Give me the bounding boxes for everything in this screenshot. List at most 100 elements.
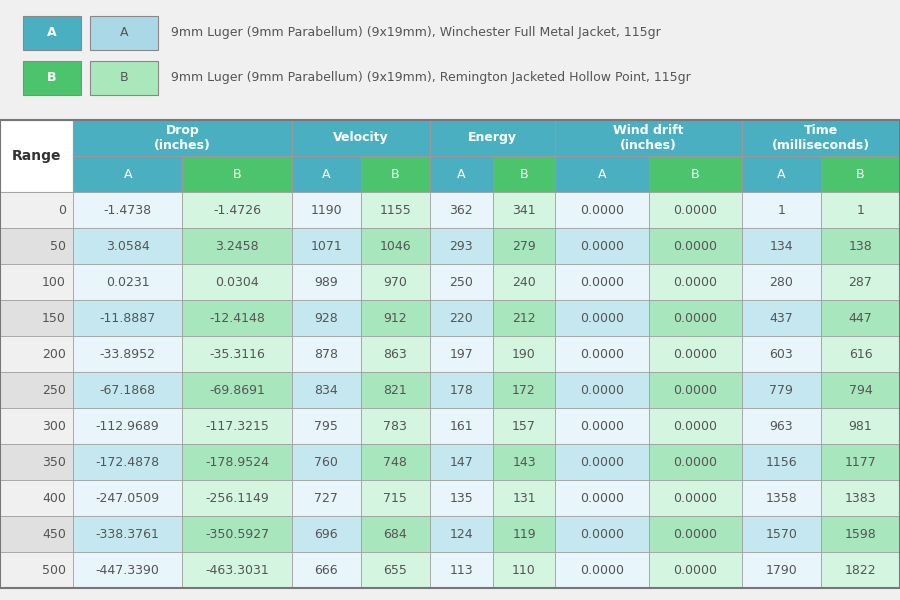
Text: 437: 437 <box>770 311 793 325</box>
FancyBboxPatch shape <box>649 264 742 300</box>
FancyBboxPatch shape <box>183 336 292 372</box>
FancyBboxPatch shape <box>492 264 555 300</box>
Text: 655: 655 <box>383 563 407 577</box>
Text: 150: 150 <box>42 311 66 325</box>
FancyBboxPatch shape <box>742 264 821 300</box>
FancyBboxPatch shape <box>73 192 183 228</box>
Text: A: A <box>322 167 330 181</box>
Text: B: B <box>391 167 400 181</box>
FancyBboxPatch shape <box>73 120 292 156</box>
FancyBboxPatch shape <box>73 156 183 192</box>
FancyBboxPatch shape <box>555 192 649 228</box>
FancyBboxPatch shape <box>821 480 900 516</box>
FancyBboxPatch shape <box>292 480 361 516</box>
FancyBboxPatch shape <box>555 516 649 552</box>
Text: 0.0000: 0.0000 <box>580 419 624 433</box>
FancyBboxPatch shape <box>649 444 742 480</box>
FancyBboxPatch shape <box>73 372 183 408</box>
FancyBboxPatch shape <box>492 444 555 480</box>
Text: 863: 863 <box>383 347 407 361</box>
Text: 138: 138 <box>849 239 872 253</box>
FancyBboxPatch shape <box>292 264 361 300</box>
Text: 1046: 1046 <box>380 239 411 253</box>
Text: 0.0000: 0.0000 <box>673 527 717 541</box>
FancyBboxPatch shape <box>292 120 429 156</box>
FancyBboxPatch shape <box>361 228 429 264</box>
FancyBboxPatch shape <box>429 156 492 192</box>
FancyBboxPatch shape <box>492 372 555 408</box>
Text: 715: 715 <box>383 491 407 505</box>
Text: A: A <box>457 167 465 181</box>
FancyBboxPatch shape <box>361 408 429 444</box>
FancyBboxPatch shape <box>555 228 649 264</box>
FancyBboxPatch shape <box>821 372 900 408</box>
FancyBboxPatch shape <box>649 516 742 552</box>
FancyBboxPatch shape <box>73 480 183 516</box>
Text: -463.3031: -463.3031 <box>205 563 269 577</box>
FancyBboxPatch shape <box>429 120 555 156</box>
FancyBboxPatch shape <box>429 444 492 480</box>
FancyBboxPatch shape <box>361 264 429 300</box>
Text: B: B <box>120 71 128 84</box>
Text: 1177: 1177 <box>844 455 877 469</box>
FancyBboxPatch shape <box>821 336 900 372</box>
FancyBboxPatch shape <box>429 480 492 516</box>
Text: 0.0000: 0.0000 <box>580 347 624 361</box>
FancyBboxPatch shape <box>292 516 361 552</box>
Text: -256.1149: -256.1149 <box>205 491 269 505</box>
Text: 124: 124 <box>449 527 473 541</box>
Text: 500: 500 <box>41 563 66 577</box>
FancyBboxPatch shape <box>292 336 361 372</box>
FancyBboxPatch shape <box>183 228 292 264</box>
Text: 1570: 1570 <box>766 527 797 541</box>
Text: 795: 795 <box>314 419 338 433</box>
FancyBboxPatch shape <box>183 192 292 228</box>
Text: 0.0000: 0.0000 <box>673 383 717 397</box>
FancyBboxPatch shape <box>742 480 821 516</box>
Text: 131: 131 <box>512 491 535 505</box>
FancyBboxPatch shape <box>429 192 492 228</box>
Text: 603: 603 <box>770 347 793 361</box>
Text: 684: 684 <box>383 527 407 541</box>
Text: -33.8952: -33.8952 <box>100 347 156 361</box>
Text: 220: 220 <box>449 311 473 325</box>
FancyBboxPatch shape <box>73 444 183 480</box>
FancyBboxPatch shape <box>292 192 361 228</box>
Text: 279: 279 <box>512 239 535 253</box>
Text: 0.0000: 0.0000 <box>673 311 717 325</box>
Text: 878: 878 <box>314 347 338 361</box>
FancyBboxPatch shape <box>292 408 361 444</box>
FancyBboxPatch shape <box>183 516 292 552</box>
Text: B: B <box>233 167 241 181</box>
Text: 783: 783 <box>383 419 407 433</box>
Text: 3.2458: 3.2458 <box>215 239 259 253</box>
Text: -12.4148: -12.4148 <box>209 311 266 325</box>
Text: A: A <box>47 26 57 39</box>
Text: -350.5927: -350.5927 <box>205 527 269 541</box>
FancyBboxPatch shape <box>555 444 649 480</box>
FancyBboxPatch shape <box>0 516 73 552</box>
Text: 50: 50 <box>50 239 66 253</box>
Text: -338.3761: -338.3761 <box>95 527 159 541</box>
FancyBboxPatch shape <box>429 336 492 372</box>
Text: 400: 400 <box>42 491 66 505</box>
Text: 0.0000: 0.0000 <box>673 491 717 505</box>
Text: Time
(milliseconds): Time (milliseconds) <box>772 124 870 152</box>
Text: -35.3116: -35.3116 <box>209 347 266 361</box>
Text: 9mm Luger (9mm Parabellum) (9x19mm), Winchester Full Metal Jacket, 115gr: 9mm Luger (9mm Parabellum) (9x19mm), Win… <box>171 26 661 39</box>
Text: 172: 172 <box>512 383 535 397</box>
FancyBboxPatch shape <box>0 444 73 480</box>
Text: 157: 157 <box>512 419 535 433</box>
FancyBboxPatch shape <box>361 552 429 588</box>
FancyBboxPatch shape <box>73 228 183 264</box>
Text: B: B <box>856 167 865 181</box>
FancyBboxPatch shape <box>742 156 821 192</box>
FancyBboxPatch shape <box>742 120 900 156</box>
Text: 0.0231: 0.0231 <box>106 275 149 289</box>
Text: -172.4878: -172.4878 <box>95 455 160 469</box>
FancyBboxPatch shape <box>22 61 81 95</box>
Text: 0.0000: 0.0000 <box>580 311 624 325</box>
Text: -1.4738: -1.4738 <box>104 203 152 217</box>
Text: 834: 834 <box>314 383 338 397</box>
FancyBboxPatch shape <box>649 408 742 444</box>
